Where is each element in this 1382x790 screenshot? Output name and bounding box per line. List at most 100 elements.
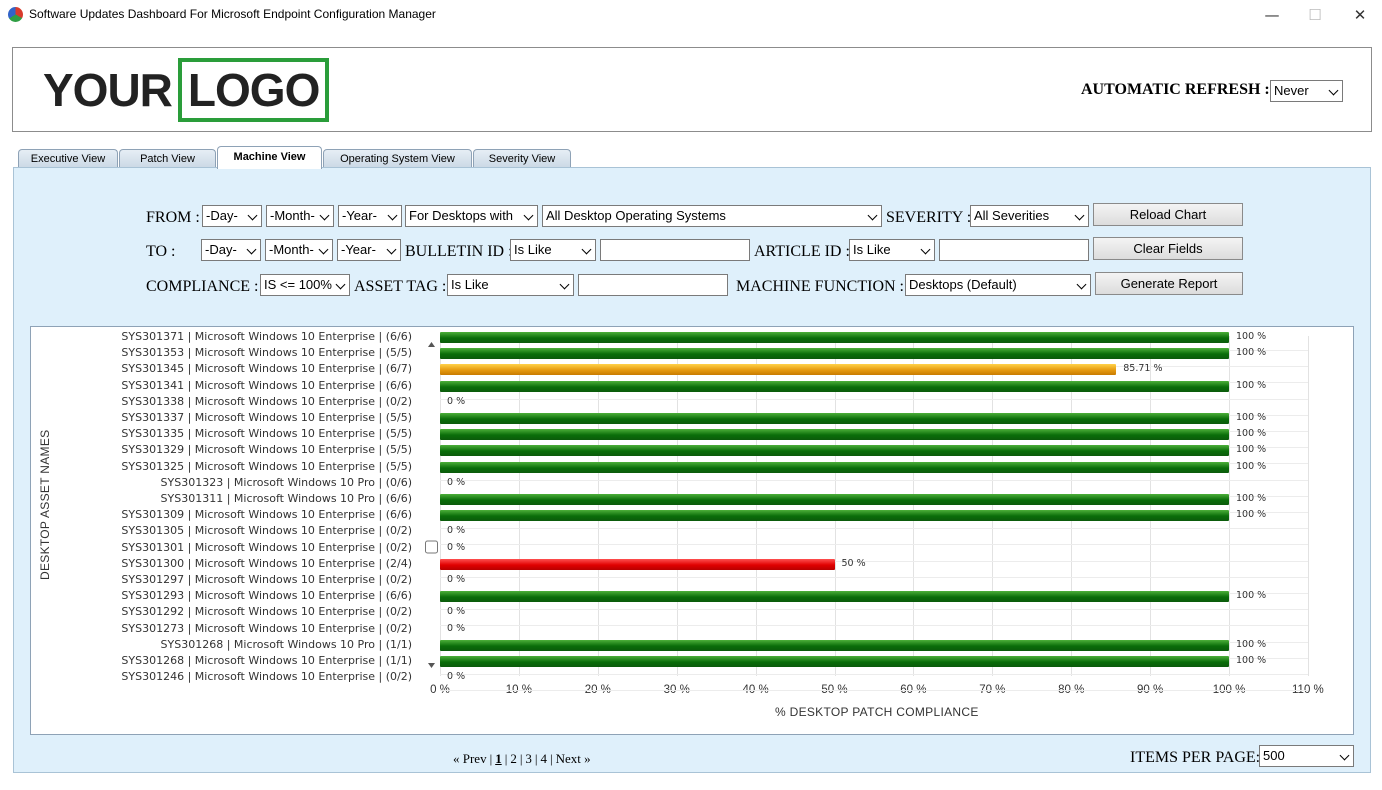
os-select[interactable]: All Desktop Operating Systems [542,205,882,227]
from-month-select[interactable]: -Month- [266,205,334,227]
x-tick-label: 100 % [1212,684,1246,696]
compliance-bar[interactable] [440,591,1229,603]
x-tick-label: 70 % [979,684,1006,696]
tab-severity-view[interactable]: Severity View [473,149,571,169]
items-per-page-select[interactable]: 500 [1259,745,1354,767]
items-per-page-label: ITEMS PER PAGE: [1130,749,1261,766]
page-link-3[interactable]: 3 [525,751,532,766]
compliance-bar[interactable] [440,510,1229,522]
page-link-4[interactable]: 4 [540,751,548,766]
x-axis-title: % DESKTOP PATCH COMPLIANCE [775,705,979,719]
severity-label: SEVERITY : [886,209,972,226]
tab-operating-system-view[interactable]: Operating System View [323,149,472,169]
prev-page-link[interactable]: « Prev [453,751,487,766]
logo-right-text: LOGO [177,58,330,122]
y-gridline [440,609,1308,611]
bar-value-label: 0 % [447,622,466,634]
y-tick-label: SYS301273 | Microsoft Windows 10 Enterpr… [121,621,412,635]
bulletin-id-label: BULLETIN ID : [405,243,513,260]
bar-value-label: 100 % [1236,638,1267,650]
close-button[interactable]: ✕ [1353,6,1367,24]
compliance-select[interactable]: IS <= 100% [260,274,350,296]
minimize-button[interactable]: — [1264,6,1280,24]
compliance-bar[interactable] [440,461,1229,473]
compliance-bar[interactable] [440,332,1229,343]
bulletin-id-input[interactable] [600,239,750,261]
bar-value-label: 50 % [841,557,866,569]
clear-fields-button[interactable]: Clear Fields [1093,237,1243,260]
y-tick-label: SYS301335 | Microsoft Windows 10 Enterpr… [121,427,412,441]
bulletin-op-select[interactable]: Is Like [510,239,596,261]
bar-value-label: 100 % [1236,379,1267,391]
to-year-select[interactable]: -Year- [337,239,401,261]
y-tick-label: SYS301268 | Microsoft Windows 10 Pro | (… [160,637,412,651]
x-gridline [518,336,520,676]
desktops-with-select[interactable]: For Desktops with [405,205,538,227]
scroll-up-arrow-icon [428,342,435,347]
y-axis-title: DESKTOP ASSET NAMES [38,429,52,580]
x-tick-label: 30 % [663,684,690,696]
bar-value-label: 0 % [447,525,466,537]
to-month-select[interactable]: -Month- [265,239,333,261]
refresh-select[interactable]: Never [1270,80,1343,102]
asset-op-select[interactable]: Is Like [447,274,574,296]
y-gridline [440,544,1308,546]
x-gridline [992,336,994,676]
maximize-button[interactable]: ☐ [1308,6,1322,24]
x-tick-label: 80 % [1058,684,1085,696]
bar-value-label: 85.71 % [1123,363,1163,375]
from-year-select[interactable]: -Year- [338,205,402,227]
from-label: FROM : [146,209,200,226]
tab-patch-view[interactable]: Patch View [119,149,216,169]
generate-report-button[interactable]: Generate Report [1095,272,1243,295]
article-id-input[interactable] [939,239,1089,261]
asset-tag-input[interactable] [578,274,728,296]
severity-select[interactable]: All Severities [970,205,1089,227]
y-tick-label: SYS301268 | Microsoft Windows 10 Enterpr… [121,654,412,667]
compliance-bar[interactable] [440,558,835,570]
compliance-bar[interactable] [440,656,1229,667]
compliance-bar[interactable] [440,348,1229,360]
x-tick-label: 50 % [821,684,848,696]
from-day-select[interactable]: -Day- [202,205,262,227]
compliance-bar[interactable] [440,445,1229,457]
page-link-1[interactable]: 1 [495,751,502,766]
y-tick-label: SYS301246 | Microsoft Windows 10 Enterpr… [121,670,412,684]
refresh-label: AUTOMATIC REFRESH : [1081,81,1270,98]
bar-value-label: 0 % [447,671,466,683]
machine-function-label: MACHINE FUNCTION : [736,278,904,295]
y-tick-label: SYS301300 | Microsoft Windows 10 Enterpr… [121,556,412,570]
compliance-bar[interactable] [440,364,1117,376]
logo: YOUR LOGO [43,58,330,122]
page-link-2[interactable]: 2 [510,751,517,766]
y-gridline [440,479,1308,481]
y-gridline [440,398,1308,400]
article-id-label: ARTICLE ID : [754,243,850,260]
compliance-bar[interactable] [440,494,1229,505]
to-day-select[interactable]: -Day- [201,239,261,261]
compliance-bar[interactable] [440,413,1229,424]
article-op-select[interactable]: Is Like [849,239,935,261]
machine-function-select[interactable]: Desktops (Default) [905,274,1091,296]
y-tick-label: SYS301337 | Microsoft Windows 10 Enterpr… [121,411,412,424]
reload-chart-button[interactable]: Reload Chart [1093,203,1243,226]
bar-value-label: 0 % [447,395,466,407]
x-tick-label: 0 % [430,684,450,696]
scroll-thumb [425,540,438,554]
y-tick-label: SYS301353 | Microsoft Windows 10 Enterpr… [121,346,412,360]
pager: « Prev | 1 | 2 | 3 | 4 | Next » [450,751,594,767]
x-tick-label: 110 % [1292,684,1324,696]
compliance-bar[interactable] [440,639,1229,651]
x-gridline [1307,336,1309,676]
compliance-bar[interactable] [440,380,1229,392]
asset-tag-label: ASSET TAG : [354,278,447,295]
bar-value-label: 100 % [1236,590,1267,602]
bar-value-label: 100 % [1236,655,1267,666]
tab-executive-view[interactable]: Executive View [18,149,118,169]
tab-machine-view[interactable]: Machine View [217,146,322,169]
y-gridline [440,690,1308,692]
bar-value-label: 0 % [447,476,466,488]
chart-scrollbar[interactable] [425,338,438,672]
next-page-link[interactable]: Next » [555,751,591,766]
compliance-bar[interactable] [440,429,1229,441]
